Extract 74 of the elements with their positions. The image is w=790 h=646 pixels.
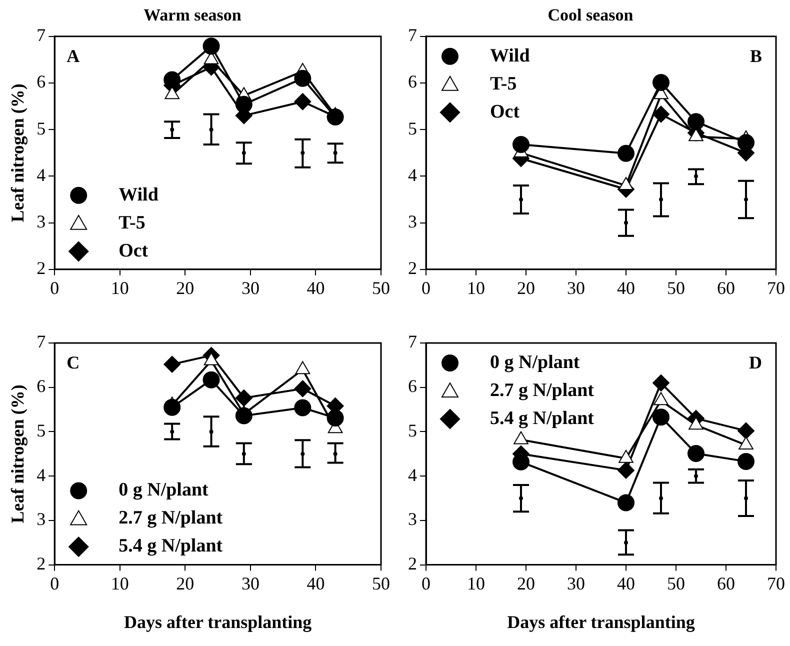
x-axis-title: Days after transplanting <box>124 612 312 632</box>
x-tick-label: 20 <box>176 573 194 594</box>
legend-label: 0 g N/plant <box>118 480 210 501</box>
y-tick-label: 5 <box>408 420 417 440</box>
x-tick-label: 20 <box>176 278 194 298</box>
legend-label: Oct <box>118 240 149 262</box>
y-tick-label: 6 <box>408 376 417 396</box>
legend-label: T-5 <box>118 212 146 234</box>
x-tick-label: 0 <box>50 573 60 594</box>
x-tick-label: 0 <box>422 573 430 594</box>
x-tick-label: 10 <box>110 573 129 594</box>
y-tick-label: 6 <box>408 72 417 92</box>
x-tick-label: 10 <box>110 278 129 298</box>
y-tick-label: 5 <box>36 420 46 440</box>
x-tick-label: 40 <box>617 573 635 594</box>
annotation: B <box>750 46 762 66</box>
y-tick-label: 3 <box>408 212 417 232</box>
x-tick-label: 60 <box>717 573 735 594</box>
y-axis-title: Leaf nitrogen (%) <box>7 84 28 222</box>
y-tick-label: 6 <box>36 72 46 92</box>
y-tick-label: 7 <box>408 332 417 352</box>
y-tick-label: 2 <box>36 554 46 574</box>
legend-label: 2.7 g N/plant <box>490 380 595 401</box>
legend-label: 5.4 g N/plant <box>118 536 224 557</box>
y-tick-label: 2 <box>408 554 417 574</box>
y-tick-label: 5 <box>408 118 417 138</box>
x-tick-label: 20 <box>517 573 535 594</box>
legend-label: 2.7 g N/plant <box>118 508 224 529</box>
y-tick-label: 3 <box>408 509 417 530</box>
x-axis-title: Days after transplanting <box>507 612 695 632</box>
y-tick-label: 6 <box>36 376 46 396</box>
x-tick-label: 50 <box>372 278 390 298</box>
legend-label: T-5 <box>490 73 517 94</box>
legend-label: Wild <box>118 184 159 206</box>
y-tick-label: 4 <box>36 464 46 485</box>
legend-label: 0 g N/plant <box>490 352 580 373</box>
annotation: D <box>749 352 762 373</box>
x-tick-label: 40 <box>617 278 635 298</box>
y-axis-title: Leaf nitrogen (%) <box>7 384 28 524</box>
x-tick-label: 0 <box>422 278 430 298</box>
y-tick-label: 4 <box>408 164 417 185</box>
y-tick-label: 4 <box>408 464 417 485</box>
y-tick-label: 4 <box>36 164 46 185</box>
x-tick-label: 30 <box>241 573 260 594</box>
x-tick-label: 50 <box>372 573 390 594</box>
x-tick-label: 10 <box>467 573 485 594</box>
y-tick-label: 3 <box>36 509 46 530</box>
x-tick-label: 30 <box>241 278 260 298</box>
y-tick-label: 7 <box>36 332 46 352</box>
chart-title: Cool season <box>548 6 634 25</box>
y-tick-label: 2 <box>36 258 46 278</box>
x-tick-label: 70 <box>767 573 785 594</box>
legend-label: 5.4 g N/plant <box>490 408 595 429</box>
legend-label: Oct <box>490 101 520 122</box>
y-tick-label: 2 <box>408 258 417 278</box>
x-tick-label: 30 <box>567 573 585 594</box>
x-tick-label: 70 <box>767 278 785 298</box>
y-tick-label: 5 <box>36 118 46 138</box>
x-tick-label: 20 <box>517 278 535 298</box>
y-tick-label: 3 <box>36 212 46 232</box>
x-tick-label: 10 <box>467 278 485 298</box>
y-tick-label: 7 <box>36 25 46 46</box>
x-tick-label: 50 <box>667 573 685 594</box>
annotation: A <box>66 46 80 66</box>
legend-label: Wild <box>490 45 530 66</box>
y-tick-label: 7 <box>408 25 417 46</box>
x-tick-label: 40 <box>306 278 325 298</box>
x-tick-label: 50 <box>667 278 685 298</box>
x-tick-label: 30 <box>567 278 585 298</box>
x-tick-label: 40 <box>306 573 325 594</box>
annotation: C <box>66 352 80 373</box>
chart-title: Warm season <box>144 6 242 25</box>
x-tick-label: 0 <box>50 278 60 298</box>
x-tick-label: 60 <box>717 278 735 298</box>
